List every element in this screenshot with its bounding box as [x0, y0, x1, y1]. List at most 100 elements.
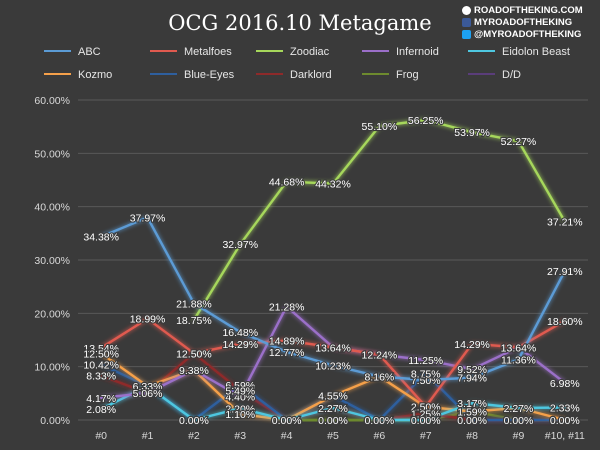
data-label-frog: 0.00%	[318, 415, 348, 427]
data-label-metalfoes: 12.24%	[362, 350, 398, 362]
brand-site-line: ROADOFTHEKING.COM	[462, 4, 598, 16]
data-label-kozmo: 4.55%	[318, 391, 348, 403]
data-label-infernoid: 13.64%	[315, 342, 351, 354]
data-label-abc: 7.94%	[457, 373, 487, 385]
data-label-eidolon-beast: 6.33%	[133, 381, 163, 393]
twitter-icon	[462, 29, 471, 39]
data-label-frog: 0.00%	[272, 415, 302, 427]
data-label-blue-eyes: 4.55%	[318, 391, 348, 403]
data-label-abc: 11.36%	[501, 354, 536, 366]
data-label-abc: 12.77%	[269, 347, 305, 359]
y-tick-label: 30.00%	[34, 255, 70, 267]
brand-facebook-line: MYROADOFTHEKING	[462, 16, 598, 28]
data-label-eidolon-beast: 0.00%	[272, 415, 302, 427]
data-label-kozmo: 8.16%	[364, 371, 394, 383]
data-label-abc: 7.50%	[411, 375, 441, 387]
data-label-kozmo: 0.00%	[272, 415, 302, 427]
data-label-d-d: 0.00%	[457, 415, 487, 427]
data-label-eidolon-beast: 2.20%	[225, 403, 255, 415]
data-label-zoodiac: 18.75%	[176, 315, 212, 327]
x-tick-label: #4	[281, 430, 293, 442]
x-tick-label: #2	[188, 430, 200, 442]
data-label-blue-eyes: 0.00%	[179, 415, 209, 427]
data-label-blue-eyes: 6.33%	[133, 381, 163, 393]
data-label-kozmo: 9.38%	[179, 365, 209, 377]
facebook-icon	[462, 17, 471, 27]
series-line-zoodiac	[192, 118, 566, 322]
data-label-metalfoes: 13.54%	[83, 343, 119, 355]
x-tick-label: #6	[374, 430, 386, 442]
data-label-infernoid: 9.52%	[457, 364, 487, 376]
data-label-kozmo: 0.00%	[550, 415, 580, 427]
data-label-blue-eyes: 6.59%	[225, 380, 255, 392]
data-label-darklord: 2.27%	[318, 403, 348, 415]
brand-site: ROADOFTHEKING.COM	[474, 4, 583, 16]
data-label-infernoid: 13.64%	[501, 342, 537, 354]
data-label-metalfoes: 14.29%	[222, 339, 258, 351]
chart-title: OCG 2016.10 Metagame	[168, 11, 431, 35]
legend-label-kozmo: Kozmo	[78, 69, 112, 81]
data-label-eidolon-beast: 0.00%	[411, 415, 441, 427]
x-tick-label: #0	[95, 430, 107, 442]
data-label-infernoid: 6.98%	[550, 378, 580, 390]
y-tick-label: 40.00%	[34, 202, 70, 214]
data-label-zoodiac: 44.32%	[315, 179, 351, 191]
data-label-infernoid: 4.17%	[86, 393, 116, 405]
data-label-blue-eyes: 0.00%	[364, 415, 394, 427]
series-line-kozmo	[100, 352, 566, 422]
data-label-eidolon-beast: 2.33%	[550, 403, 580, 415]
data-label-infernoid: 12.24%	[362, 350, 398, 362]
data-label-d-d: 0.00%	[318, 415, 348, 427]
data-label-frog: 0.00%	[550, 415, 580, 427]
data-label-abc: 10.23%	[315, 360, 351, 372]
data-label-blue-eyes: 0.00%	[272, 415, 302, 427]
y-tick-label: 10.00%	[34, 362, 70, 374]
data-label-abc: 21.88%	[176, 298, 212, 310]
data-label-metalfoes: 2.50%	[411, 402, 441, 414]
data-label-kozmo: 6.33%	[133, 381, 163, 393]
data-label-zoodiac: 56.25%	[408, 115, 444, 127]
data-label-frog: 1.59%	[457, 407, 487, 419]
legend-label-d-d: D/D	[502, 69, 521, 81]
y-tick-label: 50.00%	[34, 148, 70, 160]
data-label-frog: 0.00%	[411, 415, 441, 427]
data-label-d-d: 0.00%	[504, 415, 534, 427]
y-tick-label: 20.00%	[34, 308, 70, 320]
series-line-eidolon-beast	[100, 385, 566, 422]
data-label-abc: 16.48%	[222, 327, 258, 339]
data-label-eidolon-beast: 0.00%	[364, 415, 394, 427]
y-tick-label: 60.00%	[34, 95, 70, 107]
legend-label-frog: Frog	[396, 69, 419, 81]
data-label-infernoid: 5.06%	[133, 388, 163, 400]
data-label-d-d: 0.00%	[550, 415, 580, 427]
data-label-darklord: 1.25%	[411, 408, 441, 420]
legend-label-blue-eyes: Blue-Eyes	[184, 69, 235, 81]
brand-facebook: MYROADOFTHEKING	[474, 16, 573, 28]
data-label-blue-eyes: 0.00%	[550, 415, 580, 427]
data-label-infernoid: 9.38%	[179, 365, 209, 377]
data-label-d-d: 0.00%	[272, 415, 302, 427]
legend-label-infernoid: Infernoid	[396, 46, 439, 58]
x-tick-label: #5	[327, 430, 339, 442]
data-label-zoodiac: 55.10%	[362, 121, 398, 133]
data-label-darklord: 12.50%	[176, 348, 212, 360]
data-label-metalfoes: 14.29%	[454, 339, 490, 351]
crown-icon	[462, 5, 471, 15]
data-label-infernoid: 11.25%	[408, 355, 443, 367]
legend-label-darklord: Darklord	[290, 69, 332, 81]
data-label-kozmo: 1.10%	[225, 409, 255, 421]
data-label-abc: 34.38%	[83, 232, 119, 244]
x-tick-label: #10, #11	[545, 430, 585, 442]
data-label-blue-eyes: 0.00%	[457, 415, 487, 427]
data-label-kozmo: 1.59%	[457, 407, 487, 419]
data-label-d-d: 0.00%	[364, 415, 394, 427]
data-label-zoodiac: 52.27%	[501, 136, 537, 148]
data-label-frog: 0.00%	[504, 415, 534, 427]
data-label-d-d: 0.00%	[411, 415, 441, 427]
data-label-darklord: 0.00%	[364, 415, 394, 427]
data-label-abc: 27.91%	[547, 266, 583, 278]
data-label-blue-eyes: 10.42%	[83, 359, 119, 371]
data-label-metalfoes: 12.50%	[176, 348, 212, 360]
